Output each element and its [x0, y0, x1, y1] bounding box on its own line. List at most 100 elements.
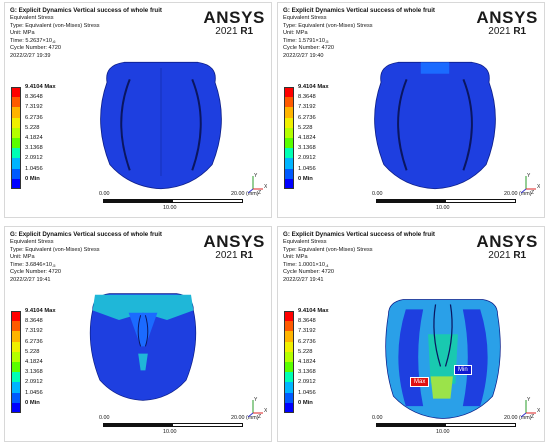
legend-swatch [11, 137, 21, 149]
legend-swatch [11, 382, 21, 393]
max-probe-label[interactable]: Max [410, 377, 430, 387]
legend-value: 3.1368 [25, 145, 43, 152]
seed-cavity-left [120, 79, 131, 171]
fruit-mesh-svg [89, 293, 197, 401]
result-name: Equivalent Stress [283, 239, 327, 245]
legend-swatch [11, 178, 21, 189]
legend-swatch [11, 392, 21, 403]
time-value: Time: 1.0001 [283, 261, 316, 268]
fruit-mesh-svg [385, 299, 501, 419]
fruit-mesh-svg [100, 61, 222, 190]
legend-value: 7.3192 [25, 104, 43, 111]
legend-swatch [11, 372, 21, 383]
legend-swatch [11, 97, 21, 108]
legend-swatch [284, 87, 294, 98]
fruit-body [89, 293, 197, 401]
scale-bar-graphic [376, 423, 516, 427]
scale-label-mid: 10.00 [436, 205, 450, 211]
result-unit: Unit: MPa [283, 30, 308, 37]
legend-value: 6.2736 [298, 338, 316, 345]
legend-value: 6.2736 [25, 338, 43, 345]
seed-cavity-right [462, 79, 473, 171]
result-date: 2022/2/27 19:39 [10, 52, 51, 59]
release-year: 2021 [488, 250, 511, 261]
axis-z-label: Z [258, 190, 261, 195]
legend-value: 7.3192 [298, 328, 316, 335]
time-multiplier: ×10 [315, 37, 325, 44]
legend-value: 8.3648 [25, 94, 43, 101]
fruit-model[interactable] [90, 47, 232, 202]
legend-value: 1.0456 [25, 389, 43, 396]
result-time: Time: 1.5791×10-5 [283, 38, 473, 46]
scale-label-left: 0.00 [99, 191, 110, 197]
legend-swatch [11, 158, 21, 169]
fruit-model[interactable] [368, 297, 518, 426]
ansys-logo: ANSYS 2021 R1 [476, 233, 538, 261]
axis-x-label: X [537, 184, 540, 190]
axis-y-label: Y [254, 397, 258, 403]
time-exponent: -4 [324, 262, 329, 268]
axis-x-label: X [264, 184, 267, 190]
result-panel-1[interactable]: G: Explicit Dynamics Vertical success of… [4, 2, 272, 218]
result-unit: Unit: MPa [10, 30, 35, 37]
result-time: Time: 1.0001×10-4 [283, 262, 473, 270]
scale-label-left: 0.00 [99, 415, 110, 421]
legend-swatch [284, 392, 294, 403]
axis-triad-icon[interactable]: YXZ [518, 173, 541, 196]
scale-bar: 0.00 20.00 (mm) 10.00 [99, 191, 259, 213]
legend-swatch [11, 87, 21, 98]
axis-triad-icon[interactable]: YXZ [245, 397, 268, 420]
axis-triad-icon[interactable]: YXZ [518, 397, 541, 420]
result-cycle: Cycle Number: 4720 [283, 45, 334, 52]
fruit-model[interactable] [83, 269, 203, 424]
legend-swatch [11, 402, 21, 413]
axis-triad-icon[interactable]: YXZ [245, 173, 268, 196]
result-panel-2[interactable]: G: Explicit Dynamics Vertical success of… [277, 2, 545, 218]
legend-swatch [284, 382, 294, 393]
result-panel-3[interactable]: G: Explicit Dynamics Vertical success of… [4, 226, 272, 442]
result-name: Equivalent Stress [10, 239, 54, 245]
legend-value: 7.3192 [25, 328, 43, 335]
result-time: Time: 5.2637×10-6 [10, 38, 200, 46]
result-header: G: Explicit Dynamics Vertical success of… [283, 231, 473, 285]
seed-cavity-right [191, 79, 202, 171]
result-title: G: Explicit Dynamics Vertical success of… [10, 7, 162, 14]
legend-value: 5.228 [298, 124, 313, 131]
min-probe-label[interactable]: Min [454, 365, 472, 375]
scale-bar: 0.00 20.00 (mm) 10.00 [372, 415, 532, 437]
ansys-logo-text: ANSYS [476, 232, 538, 251]
scale-bar: 0.00 20.00 (mm) 10.00 [372, 191, 532, 213]
crack-lines [137, 315, 149, 347]
legend-value: 2.0912 [298, 379, 316, 386]
legend-value: 1.0456 [298, 165, 316, 172]
scale-bar-graphic [103, 199, 243, 203]
axis-triad-svg: YXZ [520, 173, 541, 196]
scale-label-right: 20.00 (mm) [231, 415, 259, 421]
release-label: 2021 R1 [476, 250, 538, 261]
axis-z-line [247, 412, 254, 418]
time-value: Time: 5.2637 [10, 37, 43, 44]
release-year: 2021 [488, 26, 511, 37]
axis-x-label: X [537, 408, 540, 414]
legend-swatch [284, 178, 294, 189]
stress-zone-top [92, 294, 194, 320]
legend-value: 0 Min [298, 399, 313, 406]
legend-value: 4.1824 [298, 358, 316, 365]
legend-swatch [284, 137, 294, 149]
result-date: 2022/2/27 19:41 [10, 276, 51, 283]
result-unit: Unit: MPa [10, 254, 35, 261]
result-panel-4[interactable]: G: Explicit Dynamics Vertical success of… [277, 226, 545, 442]
fruit-model[interactable] [364, 47, 506, 202]
scale-label-mid: 10.00 [163, 429, 177, 435]
ansys-logo: ANSYS 2021 R1 [203, 233, 265, 261]
result-title: G: Explicit Dynamics Vertical success of… [10, 231, 162, 238]
legend-value: 0 Min [25, 399, 40, 406]
result-time: Time: 3.6846×10-5 [10, 262, 200, 270]
scale-bar-graphic [376, 199, 516, 203]
result-title: G: Explicit Dynamics Vertical success of… [283, 231, 435, 238]
legend-value: 9.4104 Max [298, 308, 329, 314]
legend-swatch [11, 148, 21, 159]
legend-value: 3.1368 [25, 369, 43, 376]
legend-swatch [11, 361, 21, 373]
scale-bar-graphic [103, 423, 243, 427]
